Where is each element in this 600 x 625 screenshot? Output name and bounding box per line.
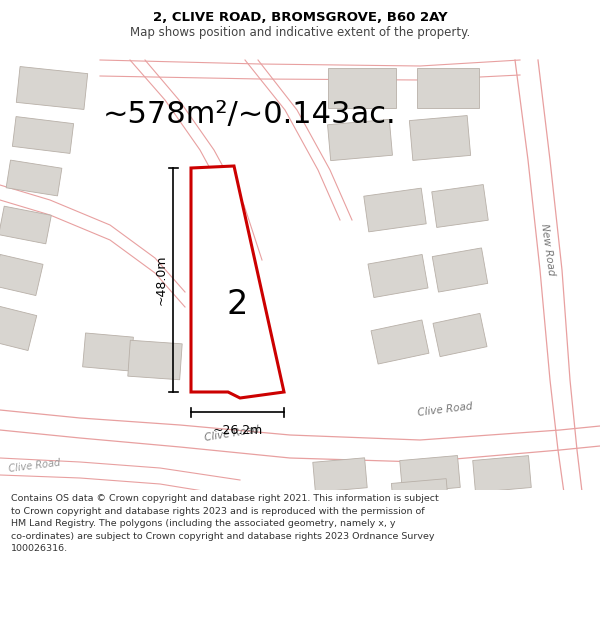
Polygon shape	[0, 458, 240, 497]
Polygon shape	[0, 185, 185, 307]
Bar	[364, 188, 426, 232]
Bar	[313, 458, 367, 492]
Bar	[417, 68, 479, 108]
Text: Clive Road: Clive Road	[8, 458, 61, 474]
Bar	[432, 184, 488, 228]
Bar	[391, 479, 449, 511]
Bar	[128, 340, 182, 380]
Polygon shape	[100, 60, 520, 80]
Bar	[83, 333, 133, 371]
Text: ~578m²/~0.143ac.: ~578m²/~0.143ac.	[103, 101, 397, 129]
Polygon shape	[130, 60, 262, 260]
Bar	[0, 306, 37, 351]
Bar	[16, 66, 88, 109]
Bar	[0, 254, 43, 296]
Bar	[409, 116, 470, 161]
Bar	[328, 68, 396, 108]
Polygon shape	[0, 410, 600, 462]
Bar	[432, 248, 488, 292]
Text: Clive Road: Clive Road	[417, 402, 473, 418]
Text: ~26.2m: ~26.2m	[212, 424, 263, 437]
Bar	[371, 320, 429, 364]
Polygon shape	[191, 166, 284, 398]
Bar	[0, 206, 52, 244]
Text: Map shows position and indicative extent of the property.: Map shows position and indicative extent…	[130, 26, 470, 39]
Bar	[6, 160, 62, 196]
Bar	[368, 254, 428, 298]
Text: Clive Road: Clive Road	[204, 425, 260, 443]
Bar	[400, 456, 460, 493]
Text: New Road: New Road	[539, 223, 557, 277]
Polygon shape	[245, 60, 352, 220]
Text: Contains OS data © Crown copyright and database right 2021. This information is : Contains OS data © Crown copyright and d…	[11, 494, 439, 553]
Bar	[433, 313, 487, 357]
Text: 2, CLIVE ROAD, BROMSGROVE, B60 2AY: 2, CLIVE ROAD, BROMSGROVE, B60 2AY	[152, 11, 448, 24]
Text: 2: 2	[226, 289, 248, 321]
Text: ~48.0m: ~48.0m	[155, 255, 168, 305]
Bar	[473, 456, 531, 493]
Polygon shape	[515, 60, 583, 500]
Bar	[328, 119, 392, 161]
Bar	[13, 117, 74, 153]
